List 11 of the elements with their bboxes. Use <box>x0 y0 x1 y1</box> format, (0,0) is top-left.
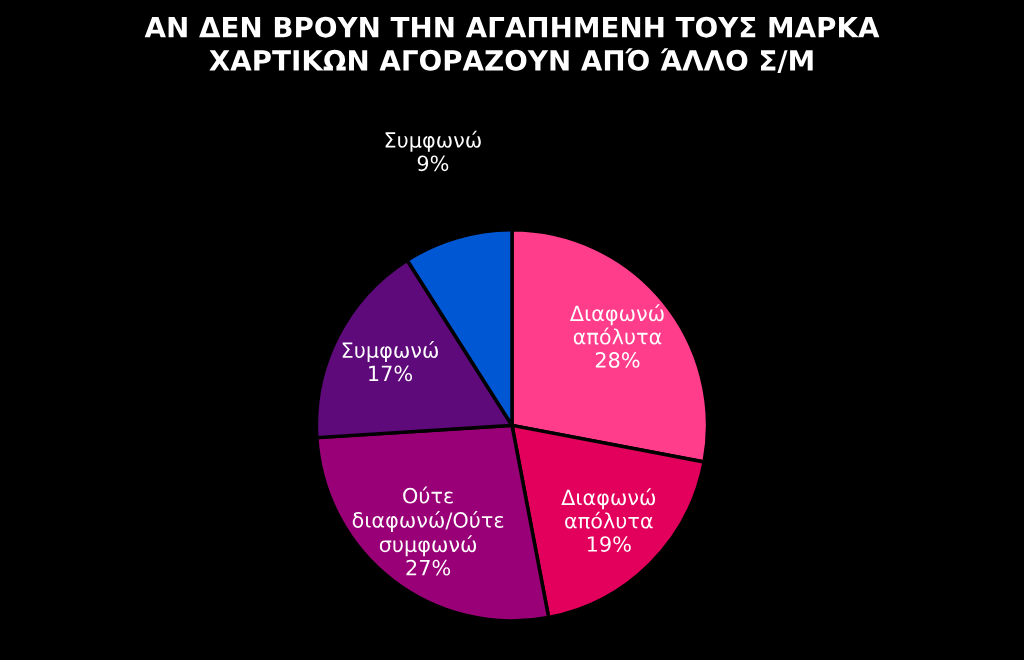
slice-label: Διαφωνώ απόλυτα <box>569 304 664 345</box>
data-label: 17% <box>369 365 413 382</box>
data-label: 28% <box>595 352 640 368</box>
slice-label: Συμφωνώ <box>342 341 438 363</box>
slice-label: Ούτε διαφωνώ/Ούτε συμφωνώ <box>352 486 504 557</box>
slice-label: Διαφωνώ απόλυτα <box>561 488 656 529</box>
data-label: 9% <box>417 155 449 172</box>
slice-label: Συμφωνώ <box>385 130 481 152</box>
data-label: 19% <box>587 536 631 552</box>
chart-title: ΑΝ ΔΕΝ ΒΡΟΥΝ ΤΗΝ ΑΓΑΠΗΜΕΝΗ ΤΟΥΣ ΜΑΡΚΑ ΧΑΡΤΙΚΩΝ ΑΓΟΡΑΖΟΥΝ ΑΠΌ ΆΛΛΟ Σ/Μ <box>144 16 880 74</box>
data-label: 27% <box>406 559 451 576</box>
